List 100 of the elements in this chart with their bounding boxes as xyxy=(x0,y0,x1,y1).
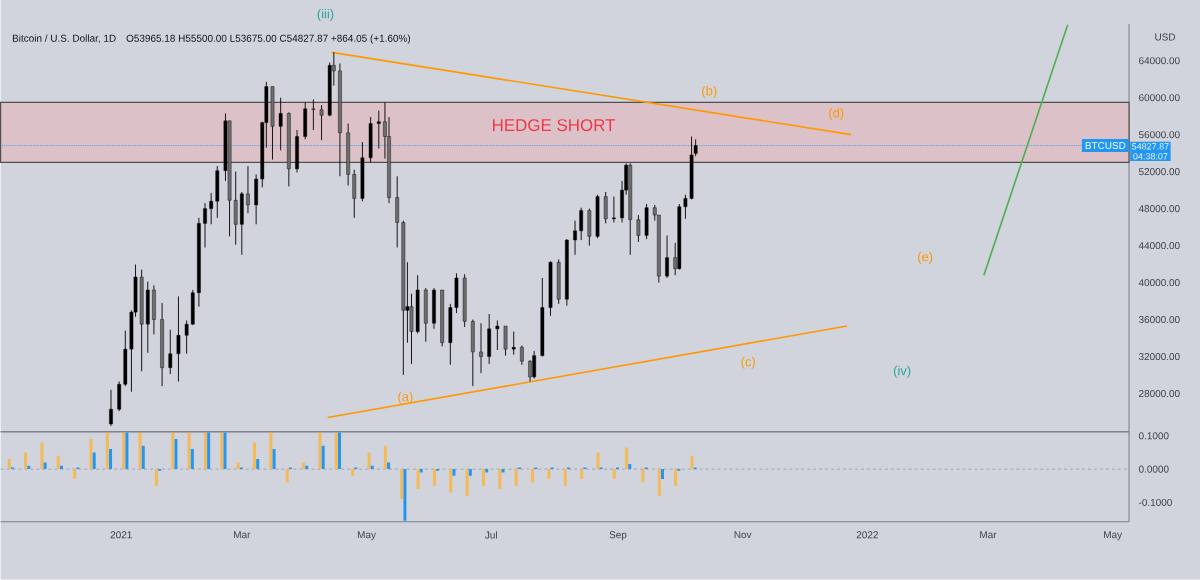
bar xyxy=(485,469,489,473)
ref-line-label: BTCUSD xyxy=(1085,142,1126,150)
y-tick-label: 48000.00 xyxy=(1138,205,1180,213)
bar xyxy=(43,462,47,470)
bar xyxy=(449,469,453,493)
bar xyxy=(253,442,257,470)
candlestick xyxy=(603,191,608,224)
bar xyxy=(612,469,616,480)
candlestick xyxy=(520,345,524,366)
candlestick xyxy=(636,214,641,243)
candlestick xyxy=(511,331,516,356)
y-tick-label: 0.0000 xyxy=(1138,465,1169,473)
y-tick-label: 0.1000 xyxy=(1138,432,1169,440)
bar xyxy=(236,462,240,470)
y-tick-label: 44000.00 xyxy=(1138,242,1180,250)
bar xyxy=(269,432,273,470)
bar xyxy=(416,469,420,490)
candlestick xyxy=(573,220,577,256)
annotation: (a) xyxy=(398,391,413,404)
bar xyxy=(174,439,178,470)
text: 54827.87 xyxy=(1132,143,1169,150)
text: (iii) xyxy=(317,9,334,22)
y-tick-label: 36000.00 xyxy=(1138,316,1180,324)
bar xyxy=(498,469,502,490)
candlestick xyxy=(532,350,536,380)
candlestick xyxy=(209,192,213,225)
annotation: (b) xyxy=(702,86,717,99)
bar xyxy=(674,469,678,486)
candlestick xyxy=(168,329,173,375)
candlestick xyxy=(495,320,500,351)
candlestick xyxy=(665,235,669,279)
bar xyxy=(501,469,505,473)
bar xyxy=(432,469,436,486)
bar xyxy=(625,447,629,470)
candlestick xyxy=(311,99,316,131)
bar xyxy=(318,432,322,470)
bar xyxy=(468,469,472,476)
bar xyxy=(321,445,325,470)
bar xyxy=(285,469,289,483)
bar xyxy=(207,432,211,470)
x-tick-label: Nov xyxy=(734,531,752,539)
annotation: (c) xyxy=(741,356,755,370)
bar xyxy=(73,469,77,480)
bar xyxy=(92,452,96,470)
candlestick xyxy=(319,104,324,141)
bar xyxy=(370,465,374,470)
bar xyxy=(40,442,44,470)
x-tick-label: Mar xyxy=(234,531,251,539)
bar xyxy=(338,432,342,470)
y-tick-label: 40000.00 xyxy=(1138,279,1180,287)
annotation: (e) xyxy=(918,251,933,265)
bar xyxy=(383,445,387,470)
y-tick-label: 32000.00 xyxy=(1138,353,1180,361)
bar xyxy=(351,469,355,476)
y-axis-title: USD xyxy=(1155,33,1176,41)
bar xyxy=(89,439,93,470)
bar xyxy=(334,432,338,470)
bar xyxy=(7,459,11,470)
candlestick xyxy=(176,296,181,383)
candlestick xyxy=(246,165,250,214)
x-tick-label: Sep xyxy=(609,531,627,541)
x-tick-label: 2021 xyxy=(110,531,132,539)
bar xyxy=(171,432,175,470)
x-tick-label: May xyxy=(1104,531,1123,541)
candlestick xyxy=(278,97,283,151)
bar xyxy=(105,432,109,470)
y-tick-label: 56000.00 xyxy=(1138,131,1180,139)
candlestick xyxy=(203,202,207,249)
bar xyxy=(256,459,260,470)
annotation: O53965.18 H55500.00 L53675.00 C54827.87 +864.05 (+1.60%) xyxy=(126,34,411,44)
bar xyxy=(187,432,191,470)
bar xyxy=(580,469,584,480)
bar xyxy=(514,469,518,486)
bar xyxy=(272,449,276,470)
bar xyxy=(203,432,207,470)
band-label: HEDGE SHORT xyxy=(493,119,616,132)
bar xyxy=(400,469,404,500)
bar xyxy=(24,452,28,470)
annotation: (d) xyxy=(829,108,844,121)
x-tick-label: Mar xyxy=(980,531,997,539)
bar xyxy=(138,432,142,470)
bar xyxy=(465,469,469,496)
bar xyxy=(367,452,371,470)
bar xyxy=(628,464,632,470)
bar xyxy=(141,445,145,470)
bar xyxy=(481,469,485,486)
bar xyxy=(531,469,535,483)
candlestick xyxy=(612,196,616,224)
text: 04:38:07 xyxy=(1133,153,1168,160)
x-tick-label: 2022 xyxy=(856,531,878,539)
bar xyxy=(419,469,423,473)
text: Bitcoin / U.S. Dollar, 1D xyxy=(12,34,116,44)
candlestick xyxy=(503,325,508,357)
bar xyxy=(657,469,661,496)
y-tick-label: -0.1000 xyxy=(1138,499,1172,507)
x-tick-label: Jul xyxy=(485,531,497,539)
candlestick xyxy=(579,207,584,241)
bar xyxy=(59,465,63,470)
bar xyxy=(661,469,664,480)
candlestick xyxy=(109,389,113,427)
